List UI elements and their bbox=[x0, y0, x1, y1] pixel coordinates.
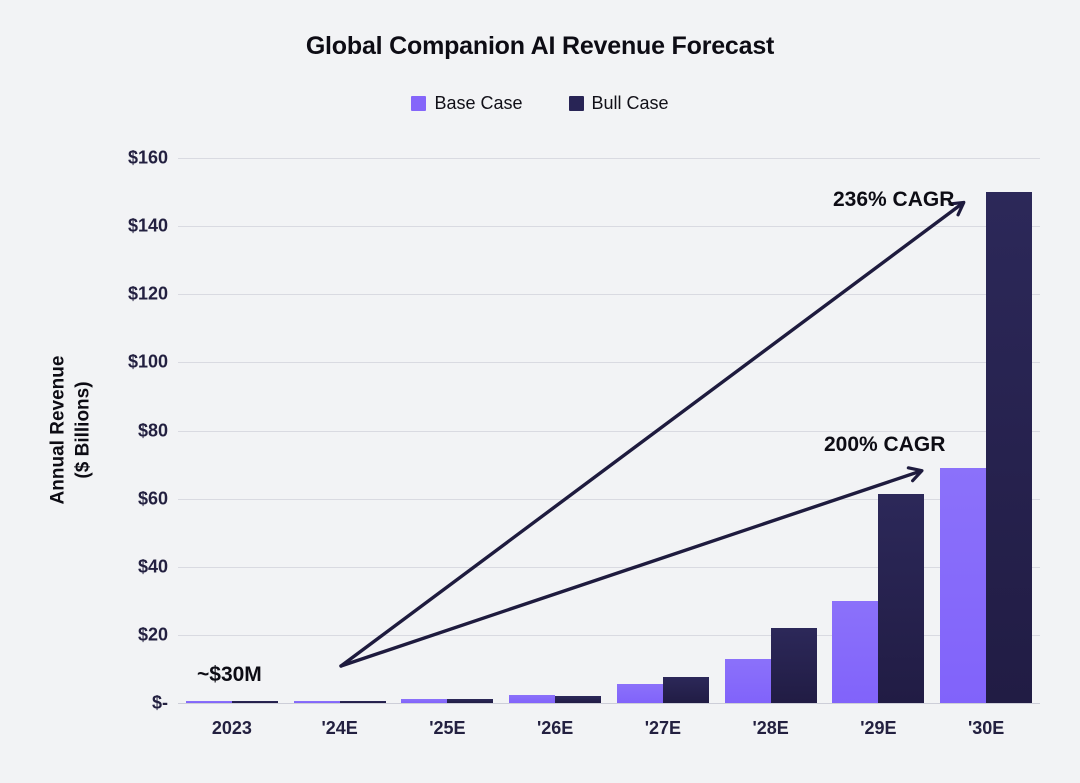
legend-label-base-case: Base Case bbox=[434, 93, 523, 113]
legend-item-base-case: Base Case bbox=[411, 93, 523, 114]
x-tick-label-29E: '29E bbox=[860, 718, 897, 738]
bar-group-27E bbox=[609, 158, 717, 703]
y-tick-label-20: $20 bbox=[137, 624, 168, 645]
bar-bull-29E bbox=[878, 493, 925, 703]
bar-bull-24E bbox=[339, 701, 386, 703]
bar-base-2023 bbox=[185, 701, 232, 703]
x-tick-label-28E: '28E bbox=[752, 718, 789, 738]
bar-groups bbox=[178, 158, 1040, 703]
bar-base-24E bbox=[293, 701, 340, 703]
bar-group-24E bbox=[286, 158, 394, 703]
bar-bull-2023 bbox=[231, 701, 278, 703]
bar-group-30E bbox=[932, 158, 1040, 703]
bar-group-2023 bbox=[178, 158, 286, 703]
bar-bull-25E bbox=[447, 699, 494, 703]
legend-label-bull-case: Bull Case bbox=[591, 93, 669, 113]
bar-base-29E bbox=[832, 600, 879, 703]
y-tick-label-80: $80 bbox=[137, 420, 168, 440]
chart-title: Global Companion AI Revenue Forecast bbox=[305, 32, 775, 60]
bull-case-swatch-icon bbox=[568, 96, 584, 111]
gridline-160 bbox=[178, 158, 1040, 159]
bar-bull-30E bbox=[986, 192, 1033, 703]
gridline-0 bbox=[178, 703, 1040, 704]
bar-base-25E bbox=[401, 698, 448, 703]
legend-item-bull-case: Bull Case bbox=[568, 93, 669, 114]
bar-group-28E bbox=[717, 158, 825, 703]
bar-base-28E bbox=[724, 658, 771, 703]
annotation-30m: ~$30M bbox=[197, 663, 262, 686]
bar-base-30E bbox=[940, 467, 987, 703]
x-tick-label-26E: '26E bbox=[536, 718, 574, 738]
y-tick-label-140: $140 bbox=[127, 215, 168, 236]
plot-area bbox=[178, 158, 1040, 704]
y-axis-ticks: $- $20 $40 $60 $80 $100 $120 $140 $160 bbox=[0, 148, 168, 713]
y-tick-label-40: $40 bbox=[137, 556, 168, 577]
x-axis-labels: 2023 '24E '25E '26E '27E '28E '29E '30E bbox=[178, 718, 1040, 739]
bar-base-26E bbox=[509, 695, 556, 703]
y-tick-label-100: $100 bbox=[127, 351, 168, 372]
y-tick-label-120: $120 bbox=[127, 283, 168, 304]
x-tick-label-2023: 2023 bbox=[211, 718, 252, 738]
bar-bull-28E bbox=[770, 628, 817, 703]
x-tick-label-27E: '27E bbox=[644, 718, 682, 738]
bar-group-29E bbox=[825, 158, 933, 703]
bar-bull-27E bbox=[662, 677, 709, 703]
bar-base-27E bbox=[616, 684, 663, 703]
y-tick-label-60: $60 bbox=[137, 488, 168, 509]
x-tick-label-25E: '25E bbox=[429, 718, 466, 738]
bar-bull-26E bbox=[555, 695, 602, 703]
legend: Base Case Bull Case bbox=[0, 93, 1080, 114]
bar-group-26E bbox=[501, 158, 609, 703]
y-tick-label-160: $160 bbox=[127, 147, 168, 168]
bar-group-25E bbox=[394, 158, 502, 703]
annotation-bull-cagr: 236% CAGR bbox=[833, 188, 955, 211]
annotation-base-cagr: 200% CAGR bbox=[824, 433, 946, 456]
y-tick-label-0: $- bbox=[151, 692, 168, 713]
base-case-swatch-icon bbox=[411, 96, 427, 111]
x-tick-label-24E: '24E bbox=[321, 718, 358, 738]
x-tick-label-30E: '30E bbox=[967, 718, 1005, 738]
